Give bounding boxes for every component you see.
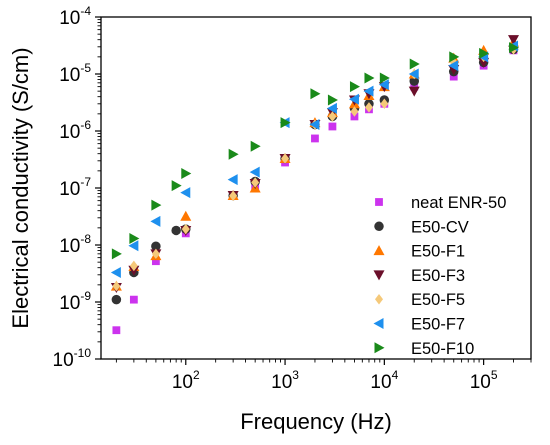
data-point [379,72,390,84]
legend-marker [375,198,383,206]
data-point [151,257,160,266]
plot-frame [100,16,532,360]
legend-label: E50-F10 [411,340,474,358]
legend-label: E50-F5 [411,291,465,309]
legend-label: E50-CV [411,218,469,236]
data-point [181,167,192,179]
legend-item: E50-CV [374,218,469,236]
data-point [112,326,121,335]
data-point [129,233,140,245]
data-point [251,177,260,188]
data-point [327,94,338,106]
data-point [151,241,161,252]
data-point [448,60,459,72]
data-point [408,68,419,80]
data-point [129,260,138,272]
data-point [449,51,460,63]
data-point [229,190,238,202]
data-point [111,248,122,260]
x-tick-label: 105 [470,368,498,393]
y-tick-label: 10-6 [59,118,91,143]
legend-marker [373,270,385,281]
data-point [348,93,359,105]
y-axis-title: Electrical conductivity (S/cm) [8,47,33,328]
data-point [129,295,138,304]
data-point [409,76,419,86]
data-point [326,102,337,114]
data-point [349,81,360,93]
data-point [171,180,182,192]
x-tick-label: 103 [271,368,299,393]
legend: neat ENR-50 E50-CV E50-F1 E50-F3 E50-F5 E50-F… [373,194,506,358]
data-point [409,58,420,70]
data-point [479,47,490,59]
data-point [328,122,337,131]
legend-item: E50-F1 [373,243,465,261]
data-point [171,225,181,236]
data-point [112,280,121,292]
data-point [508,35,520,46]
data-point [150,215,161,227]
legend-label: E50-F3 [411,267,465,285]
data-point [364,102,373,113]
data-point [249,166,260,178]
legend-item: neat ENR-50 [375,194,506,212]
data-point [228,148,239,160]
data-point [328,111,337,122]
y-tick-label: 10-9 [59,289,91,314]
data-point [378,79,389,91]
data-point [380,98,389,110]
data-point [111,294,122,305]
data-point [408,86,420,97]
data-markers [110,35,520,335]
data-point [350,106,359,117]
data-point [309,119,320,131]
legend-label: E50-F7 [411,316,465,334]
y-tick-label: 10-7 [59,175,91,200]
data-point [250,140,261,152]
data-point [449,72,458,81]
legend-marker [374,221,384,232]
legend-item: E50-F10 [374,340,474,358]
data-point [363,85,374,97]
legend-marker [373,318,384,329]
data-point [227,174,238,186]
data-point [509,42,520,54]
axis-ticks [95,16,532,365]
x-tick-label: 102 [172,368,200,393]
legend-label: E50-F1 [411,243,465,261]
data-point [311,134,319,143]
x-tick-label: 104 [370,368,398,393]
legend-item: E50-F7 [373,316,465,334]
legend-label: neat ENR-50 [411,194,506,212]
data-point [280,117,291,129]
x-axis-title: Frequency (Hz) [240,409,392,434]
y-tick-label: 10-8 [59,232,91,257]
data-point [110,266,121,278]
legend-marker [374,342,385,354]
data-point [364,72,375,84]
axis-tick-labels: 102 103 104 105 10-10 10-9 10-8 10-7 10-6 10-5 10-… [53,4,498,393]
data-point [128,240,139,252]
legend-marker [375,293,383,305]
data-point [310,88,321,100]
legend-marker [373,245,385,256]
data-point [281,153,290,164]
y-tick-label: 10-5 [59,61,91,86]
y-tick-label: 10-10 [53,346,92,371]
y-tick-label: 10-4 [59,4,91,29]
data-point [181,223,190,235]
legend-item: E50-F5 [375,291,465,309]
data-point [180,210,192,221]
data-point [180,187,191,199]
data-point [151,248,160,260]
data-point [151,199,162,211]
data-point [410,82,419,91]
legend-item: E50-F3 [373,267,465,285]
